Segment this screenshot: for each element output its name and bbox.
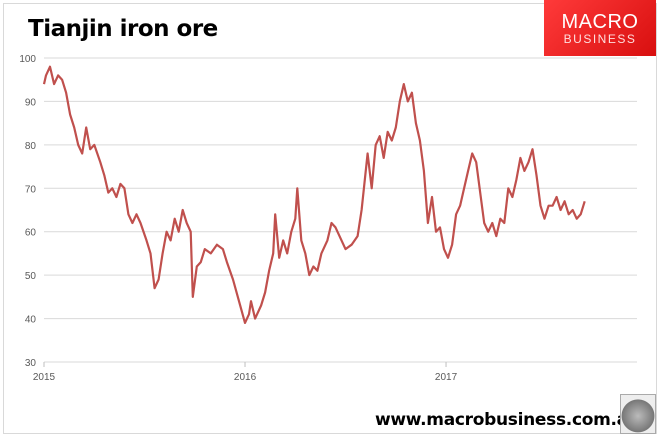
x-tick-label: 2016 — [234, 372, 257, 383]
x-tick-label: 2015 — [33, 372, 56, 383]
y-tick-label: 90 — [25, 97, 37, 108]
wolf-logo-icon — [620, 394, 656, 434]
chart-frame — [3, 3, 657, 434]
y-tick-label: 50 — [25, 271, 37, 282]
series-line — [42, 65, 586, 324]
y-tick-label: 30 — [25, 358, 37, 369]
logo-line2: BUSINESS — [563, 32, 637, 46]
y-tick-label: 100 — [19, 54, 36, 65]
macrobusiness-logo: MACRO BUSINESS — [544, 0, 656, 56]
y-tick-label: 70 — [25, 184, 37, 195]
logo-line1: MACRO — [561, 11, 639, 33]
y-tick-label: 80 — [25, 141, 37, 152]
website-url: www.macrobusiness.com.au — [375, 410, 640, 430]
x-tick-label: 2017 — [435, 372, 458, 383]
y-tick-label: 40 — [25, 315, 37, 326]
chart-title: Tianjin iron ore — [28, 16, 218, 42]
y-tick-label: 60 — [25, 228, 37, 239]
